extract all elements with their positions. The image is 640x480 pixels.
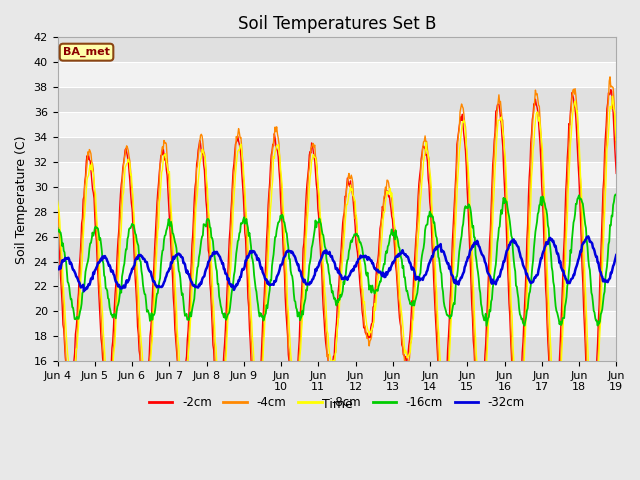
-4cm	[589, 435, 596, 441]
Y-axis label: Soil Temperature (C): Soil Temperature (C)	[15, 135, 28, 264]
-8cm	[609, 93, 616, 99]
Bar	[58, 112, 616, 137]
Bar	[58, 62, 616, 87]
Line: -2cm: -2cm	[58, 90, 616, 430]
-4cm	[64, 374, 72, 380]
Legend: -2cm, -4cm, -8cm, -16cm, -32cm: -2cm, -4cm, -8cm, -16cm, -32cm	[144, 391, 530, 414]
-4cm	[612, 145, 620, 151]
-16cm	[483, 323, 490, 329]
-8cm	[421, 149, 429, 155]
-2cm	[405, 343, 413, 348]
-2cm	[607, 87, 614, 93]
-4cm	[405, 359, 413, 364]
-2cm	[54, 212, 61, 217]
Bar	[58, 262, 616, 287]
-4cm	[606, 74, 614, 80]
Bar	[58, 212, 616, 237]
-2cm	[64, 377, 72, 383]
-8cm	[207, 260, 215, 265]
-16cm	[54, 225, 61, 231]
-8cm	[54, 198, 61, 204]
-16cm	[64, 279, 72, 285]
Line: -4cm: -4cm	[58, 77, 616, 438]
-32cm	[64, 255, 72, 261]
-32cm	[179, 255, 186, 261]
Line: -8cm: -8cm	[58, 96, 616, 422]
-4cm	[54, 202, 61, 207]
-2cm	[421, 144, 429, 150]
-2cm	[178, 395, 186, 401]
-4cm	[207, 284, 215, 290]
-32cm	[422, 272, 429, 277]
-4cm	[122, 151, 129, 157]
Bar	[58, 312, 616, 336]
-8cm	[612, 137, 620, 143]
-16cm	[122, 253, 129, 259]
-16cm	[207, 235, 215, 240]
-16cm	[421, 227, 429, 233]
-4cm	[421, 133, 429, 139]
Line: -16cm: -16cm	[58, 194, 616, 326]
Title: Soil Temperatures Set B: Soil Temperatures Set B	[237, 15, 436, 33]
-8cm	[178, 379, 186, 384]
-32cm	[612, 252, 620, 258]
-4cm	[178, 400, 186, 406]
-32cm	[209, 253, 216, 259]
-32cm	[122, 280, 130, 286]
-32cm	[54, 266, 61, 272]
-8cm	[122, 165, 129, 170]
-16cm	[612, 192, 620, 198]
-8cm	[589, 419, 596, 425]
-8cm	[405, 352, 413, 358]
-16cm	[612, 192, 620, 197]
-2cm	[122, 147, 129, 153]
-2cm	[586, 427, 594, 432]
Line: -32cm: -32cm	[58, 236, 616, 291]
-8cm	[64, 350, 72, 356]
-32cm	[80, 288, 88, 294]
X-axis label: Time: Time	[321, 398, 352, 411]
Bar	[58, 162, 616, 187]
-16cm	[405, 296, 413, 302]
-2cm	[207, 304, 215, 310]
-16cm	[178, 292, 186, 298]
-32cm	[406, 260, 413, 265]
-32cm	[584, 233, 592, 239]
Text: BA_met: BA_met	[63, 47, 110, 57]
-2cm	[612, 170, 620, 176]
